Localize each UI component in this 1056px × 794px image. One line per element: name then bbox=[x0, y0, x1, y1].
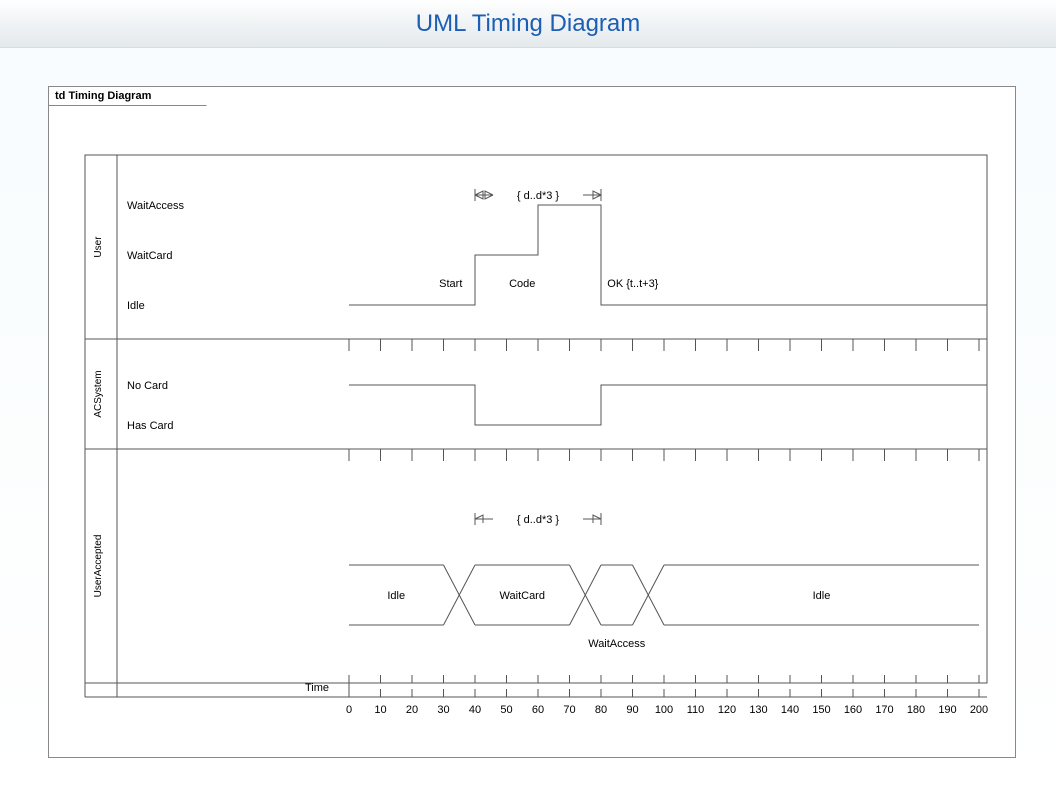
svg-text:80: 80 bbox=[595, 704, 607, 716]
svg-text:110: 110 bbox=[687, 704, 705, 716]
svg-text:Start: Start bbox=[439, 278, 462, 290]
header: UML Timing Diagram bbox=[0, 0, 1056, 48]
diagram-frame: td Timing Diagram UserACSystemUserAccept… bbox=[48, 86, 1016, 758]
svg-text:Idle: Idle bbox=[387, 590, 405, 602]
svg-text:Idle: Idle bbox=[813, 590, 831, 602]
svg-text:Time: Time bbox=[305, 682, 329, 694]
svg-text:Idle: Idle bbox=[127, 300, 145, 312]
svg-text:90: 90 bbox=[626, 704, 638, 716]
svg-text:190: 190 bbox=[938, 704, 956, 716]
svg-text:170: 170 bbox=[875, 704, 893, 716]
svg-text:UserAccepted: UserAccepted bbox=[93, 535, 104, 598]
svg-text:130: 130 bbox=[749, 704, 767, 716]
svg-text:ACSystem: ACSystem bbox=[93, 370, 104, 417]
svg-text:50: 50 bbox=[500, 704, 512, 716]
svg-text:{ d..d*3 }: { d..d*3 } bbox=[517, 190, 560, 202]
svg-text:WaitCard: WaitCard bbox=[127, 250, 172, 262]
svg-text:120: 120 bbox=[718, 704, 736, 716]
svg-text:140: 140 bbox=[781, 704, 799, 716]
content-area: td Timing Diagram UserACSystemUserAccept… bbox=[0, 48, 1056, 794]
svg-text:40: 40 bbox=[469, 704, 481, 716]
svg-text:20: 20 bbox=[406, 704, 418, 716]
svg-text:No Card: No Card bbox=[127, 380, 168, 392]
svg-text:Code: Code bbox=[509, 278, 535, 290]
svg-text:160: 160 bbox=[844, 704, 862, 716]
svg-text:WaitAccess: WaitAccess bbox=[588, 638, 646, 650]
svg-text:0: 0 bbox=[346, 704, 352, 716]
svg-text:Has Card: Has Card bbox=[127, 420, 173, 432]
svg-text:{ d..d*3 }: { d..d*3 } bbox=[517, 514, 560, 526]
svg-text:60: 60 bbox=[532, 704, 544, 716]
page-title: UML Timing Diagram bbox=[416, 10, 641, 38]
svg-text:WaitCard: WaitCard bbox=[500, 590, 545, 602]
svg-text:100: 100 bbox=[655, 704, 673, 716]
svg-text:WaitAccess: WaitAccess bbox=[127, 200, 185, 212]
svg-text:30: 30 bbox=[437, 704, 449, 716]
timing-diagram: User ACSystem UserAccepted WaitAccess WaitCa… bbox=[49, 87, 1017, 759]
svg-text:OK {t..t+3}: OK {t..t+3} bbox=[607, 278, 658, 290]
svg-text:200: 200 bbox=[970, 704, 988, 716]
svg-text:10: 10 bbox=[374, 704, 386, 716]
svg-text:70: 70 bbox=[563, 704, 575, 716]
svg-text:150: 150 bbox=[812, 704, 830, 716]
svg-text:User: User bbox=[93, 236, 104, 258]
svg-text:180: 180 bbox=[907, 704, 925, 716]
